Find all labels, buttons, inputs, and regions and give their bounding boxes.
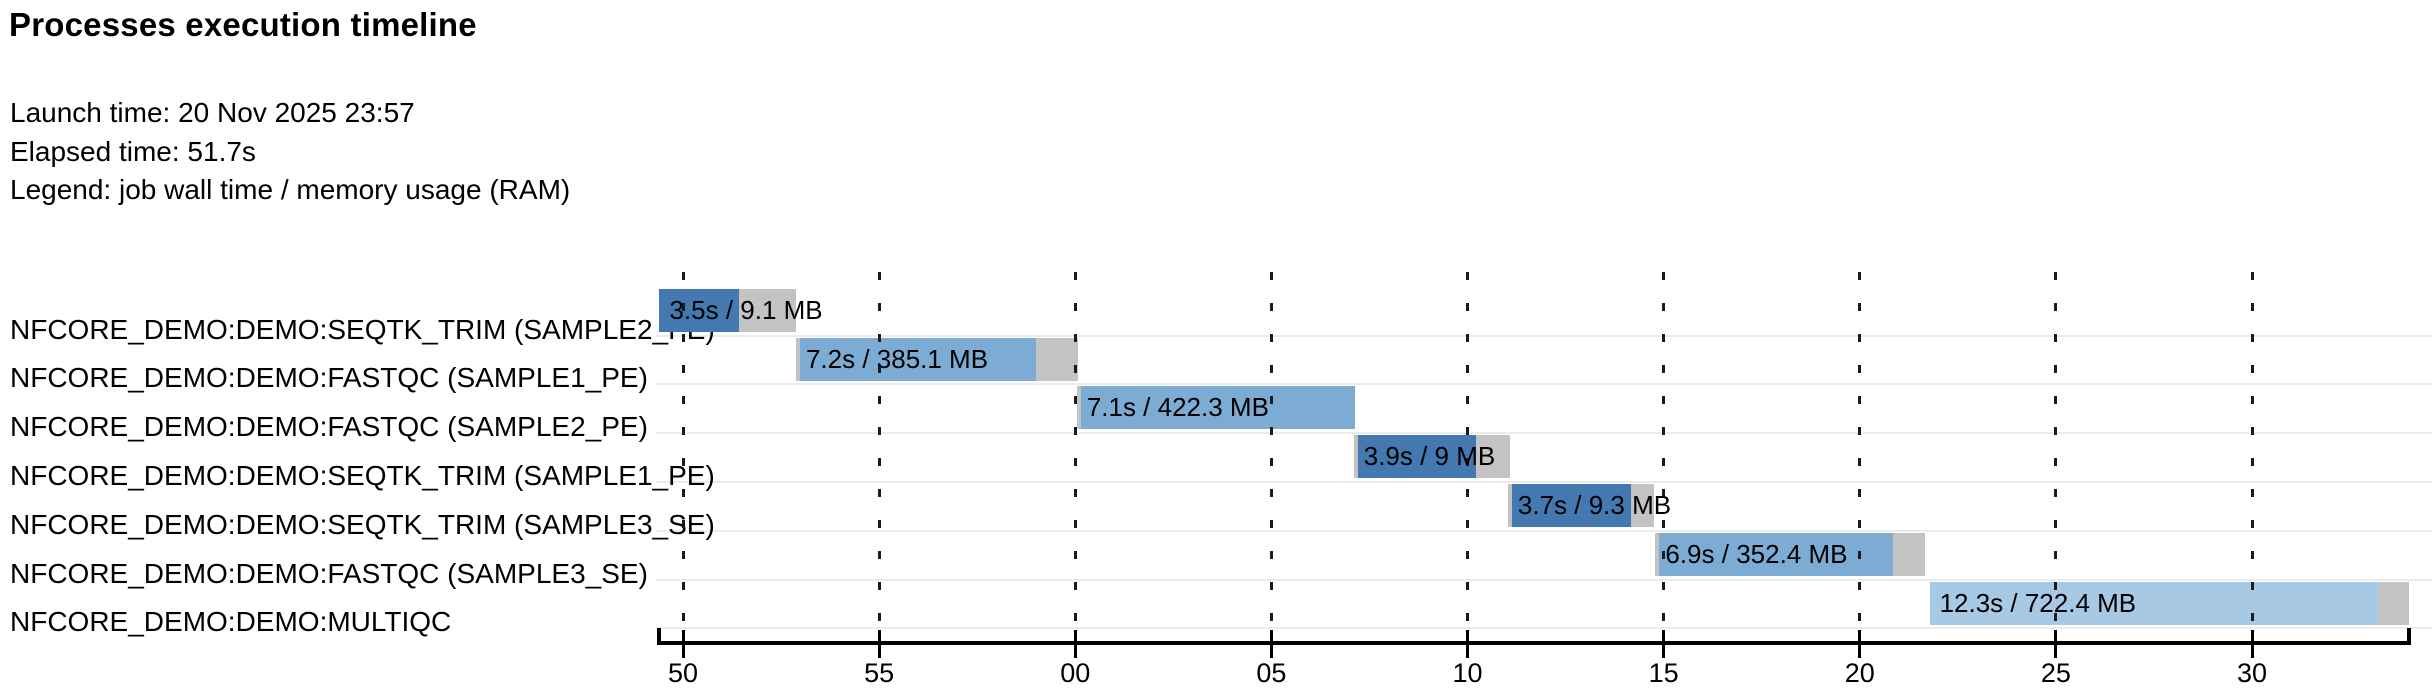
axis-tick-label: 55 — [864, 658, 895, 688]
gridline — [681, 272, 685, 641]
task-bar-label: 6.9s / 352.4 MB — [1665, 538, 1848, 569]
task-bar-run-segment — [1357, 435, 1476, 479]
task-bar-run-segment — [1659, 532, 1894, 576]
report-meta: Launch time: 20 Nov 2025 23:57 Elapsed t… — [10, 94, 570, 210]
axis-tick — [681, 630, 685, 658]
task-bar — [1353, 435, 1510, 479]
gridline — [1662, 272, 1666, 641]
process-label: NFCORE_DEMO:DEMO:MULTIQC — [10, 606, 452, 638]
axis-tick — [1073, 630, 1077, 658]
process-label: NFCORE_DEMO:DEMO:SEQTK_TRIM (SAMPLE1_PE) — [10, 459, 715, 491]
axis-tick-label: 05 — [1256, 658, 1287, 688]
axis-tick — [1466, 630, 1469, 658]
task-bar-label: 12.3s / 722.4 MB — [1939, 587, 2137, 618]
time-axis-left-cap — [657, 628, 662, 645]
axis-tick — [1662, 630, 1666, 658]
process-label: NFCORE_DEMO:DEMO:SEQTK_TRIM (SAMPLE3_SE) — [10, 508, 715, 540]
axis-tick-label: 20 — [1844, 658, 1875, 688]
axis-tick — [877, 630, 881, 658]
axis-tick — [2054, 630, 2058, 658]
axis-tick-label: 10 — [1452, 658, 1483, 688]
process-label: NFCORE_DEMO:DEMO:FASTQC (SAMPLE1_PE) — [10, 362, 648, 394]
task-bar — [1655, 532, 1926, 576]
gridline — [2054, 272, 2058, 641]
row-separator — [656, 383, 2432, 386]
task-bar-run-segment — [1080, 386, 1355, 430]
gridline — [1858, 272, 1862, 641]
gridline — [1466, 272, 1469, 641]
task-bar-label: 3.7s / 9.3 MB — [1517, 489, 1672, 520]
task-bar-label: 3.5s / 9.1 MB — [669, 294, 823, 325]
task-bar — [1507, 483, 1654, 527]
elapsed-time-text: Elapsed time: 51.7s — [10, 135, 256, 167]
row-separator — [656, 480, 2432, 483]
axis-tick — [1269, 630, 1273, 658]
gridline — [2250, 272, 2254, 641]
axis-tick — [2250, 630, 2254, 658]
process-label: NFCORE_DEMO:DEMO:SEQTK_TRIM (SAMPLE2_PE) — [10, 313, 715, 345]
task-bar — [795, 337, 1078, 381]
row-separator — [656, 578, 2432, 581]
task-bar — [1076, 386, 1355, 430]
row-separator — [656, 334, 2432, 337]
task-bar — [1929, 581, 2410, 625]
row-separator — [656, 432, 2432, 435]
task-bar-label: 7.2s / 385.1 MB — [805, 343, 989, 374]
task-bar-run-segment — [659, 288, 740, 332]
axis-tick-label: 25 — [2040, 658, 2071, 688]
task-bar-run-segment — [1511, 483, 1632, 527]
task-bar-label: 7.1s / 422.3 MB — [1086, 392, 1269, 423]
gridline — [877, 272, 881, 641]
time-axis-line — [657, 641, 2411, 645]
task-bar-run-segment — [799, 337, 1036, 381]
axis-tick-label: 15 — [1648, 658, 1679, 688]
time-axis-right-cap — [2406, 628, 2411, 645]
gridline — [1073, 272, 1077, 641]
task-bar-label: 3.9s / 9 MB — [1363, 441, 1496, 472]
launch-time-text: Launch time: 20 Nov 2025 23:57 — [10, 97, 415, 128]
task-bar-run-segment — [1929, 581, 2379, 625]
row-separator — [656, 529, 2432, 532]
process-label: NFCORE_DEMO:DEMO:FASTQC (SAMPLE2_PE) — [10, 411, 648, 443]
legend-text: Legend: job wall time / memory usage (RA… — [10, 174, 571, 205]
axis-tick — [1858, 630, 1862, 658]
axis-tick-label: 50 — [667, 658, 699, 688]
row-separator — [656, 627, 2432, 630]
process-label: NFCORE_DEMO:DEMO:FASTQC (SAMPLE3_SE) — [10, 557, 648, 589]
axis-tick-label: 00 — [1060, 658, 1091, 688]
axis-tick-label: 30 — [2236, 658, 2268, 688]
gridline — [1269, 272, 1273, 641]
page-title: Processes execution timeline — [9, 6, 477, 43]
